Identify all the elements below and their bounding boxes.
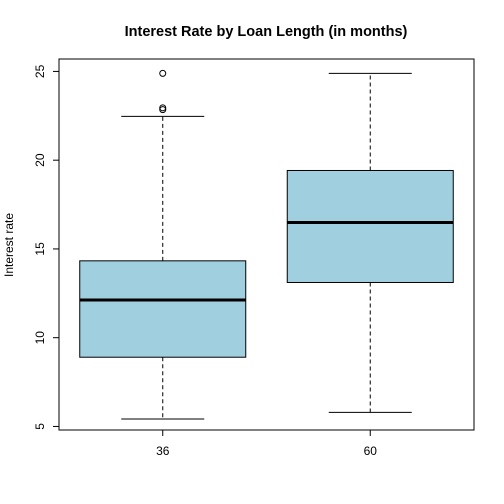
y-axis-title: Interest rate — [2, 213, 16, 277]
y-tick-label: 15 — [33, 242, 47, 256]
y-axis: 5 10 15 20 25 — [33, 64, 60, 430]
boxes — [79, 69, 454, 420]
y-tick-label: 10 — [33, 331, 47, 345]
outlier-point — [159, 104, 167, 112]
x-axis: 36 60 — [156, 430, 377, 458]
iqr-box — [79, 260, 247, 358]
y-tick-label: 5 — [33, 423, 47, 430]
x-tick-label: 36 — [156, 444, 170, 458]
iqr-box — [286, 169, 454, 283]
outlier-point — [159, 69, 167, 77]
box-60 — [286, 72, 454, 413]
x-tick-label: 60 — [364, 444, 378, 458]
chart-title: Interest Rate by Loan Length (in months) — [125, 24, 408, 40]
y-tick-label: 25 — [33, 64, 47, 78]
y-tick-label: 20 — [33, 153, 47, 167]
box-36 — [79, 69, 247, 420]
